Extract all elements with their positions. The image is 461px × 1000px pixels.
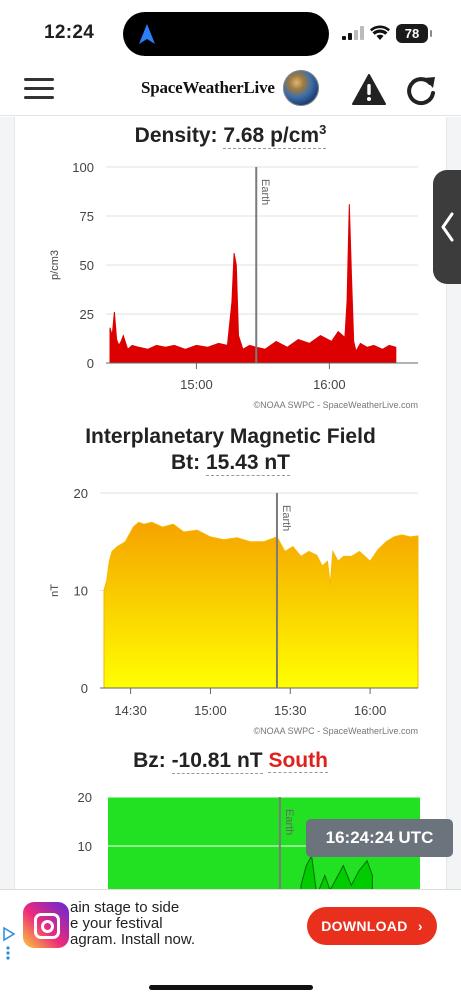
ad-choices-icon[interactable] [2,920,16,960]
y-tick-label: 75 [80,209,94,224]
x-tick-label: 15:30 [274,703,307,718]
bz-title: Bz: -10.81 nT South [0,749,461,774]
menu-bar-icon [24,96,54,99]
y-tick-label: 100 [72,160,94,175]
earth-marker-label: Earth [283,809,295,835]
density-unit-superscript: 3 [319,122,327,137]
x-tick-label: 15:00 [180,377,213,392]
home-indicator[interactable] [149,985,313,990]
brand-logo-text[interactable]: SpaceWeatherLive [141,78,275,97]
imf-credit: ©NOAA SWPC - SpaceWeatherLive.com [253,726,418,736]
x-tick-label: 16:00 [313,377,346,392]
bz-value[interactable]: -10.81 nT [171,749,263,774]
status-time: 12:24 [44,22,95,43]
density-value-text: 7.68 p/cm [223,124,320,147]
wifi-icon [370,25,390,40]
earth-marker-label: Earth [259,179,271,205]
y-tick-label: 10 [78,839,92,854]
chart-panel [14,117,447,889]
ad-copy[interactable]: ain stage to side e your festival agram.… [44,900,244,948]
app-header: SpaceWeatherLive [0,64,461,116]
menu-bar-icon [24,87,54,90]
cellular-signal-icon [342,26,364,40]
y-tick-label: 10 [74,584,88,599]
chevron-right-icon: › [417,918,423,934]
x-tick-label: 16:00 [354,703,387,718]
y-axis-label: nT [49,584,61,597]
data-area-series[interactable] [300,854,373,889]
imf-heading: Interplanetary Magnetic Field [85,425,376,448]
ad-download-button[interactable]: DOWNLOAD › [307,907,437,945]
bt-label: Bt: [170,451,206,474]
imf-title: Interplanetary Magnetic Field Bt: 15.43 … [0,424,461,476]
menu-bar-icon [24,78,54,81]
y-tick-label: 20 [74,486,88,501]
ad-banner[interactable]: ain stage to side e your festival agram.… [0,889,461,960]
y-tick-label: 0 [87,356,94,371]
y-tick-label: 20 [78,790,92,805]
data-area-series[interactable] [103,521,419,689]
chevron-left-icon [441,212,454,242]
y-tick-label: 50 [80,258,94,273]
density-title: Density: 7.68 p/cm3 [0,122,461,149]
imf-bt-chart[interactable]: 0 10 20 nT 14:30 15:00 15:30 16:00 Earth [0,483,461,733]
density-value[interactable]: 7.68 p/cm3 [223,122,327,149]
time-tooltip: 16:24:24 UTC [306,819,453,857]
density-label: Density: [134,124,224,147]
dynamic-island [123,12,329,56]
earth-marker-label: Earth [280,505,292,531]
ad-download-label: DOWNLOAD [321,918,408,934]
location-arrow-icon [139,24,155,44]
x-tick-label: 15:00 [194,703,227,718]
density-credit: ©NOAA SWPC - SpaceWeatherLive.com [253,400,418,410]
refresh-icon[interactable] [404,74,438,106]
bt-value[interactable]: 15.43 nT [205,451,291,476]
battery-indicator: 78 [396,24,432,43]
y-tick-label: 25 [80,307,94,322]
ad-line-2: e your festival [70,915,163,932]
hamburger-menu-button[interactable] [24,78,54,102]
instagram-logo-icon [23,902,69,948]
data-area-series[interactable] [109,204,397,364]
imf-bt-line: Bt: 15.43 nT [0,450,461,476]
ad-line-1: ain stage to side [70,899,180,916]
density-chart[interactable]: 0 25 50 75 100 p/cm3 15:00 16:00 Earth [0,157,461,417]
y-axis-label: p/cm3 [49,250,61,280]
bz-label: Bz: [133,749,172,772]
status-bar: 12:24 78 [0,0,461,64]
x-tick-label: 14:30 [114,703,147,718]
bz-direction: South [268,749,328,773]
main-content[interactable]: Density: 7.68 p/cm3 0 25 50 75 100 p/cm3 15:00… [0,117,461,889]
earth-globe-icon [283,70,319,106]
y-tick-label: 0 [81,681,88,696]
warning-triangle-icon[interactable] [352,74,386,106]
side-drawer-tab[interactable] [433,170,461,284]
ad-line-3: agram. Install now. [70,931,196,948]
